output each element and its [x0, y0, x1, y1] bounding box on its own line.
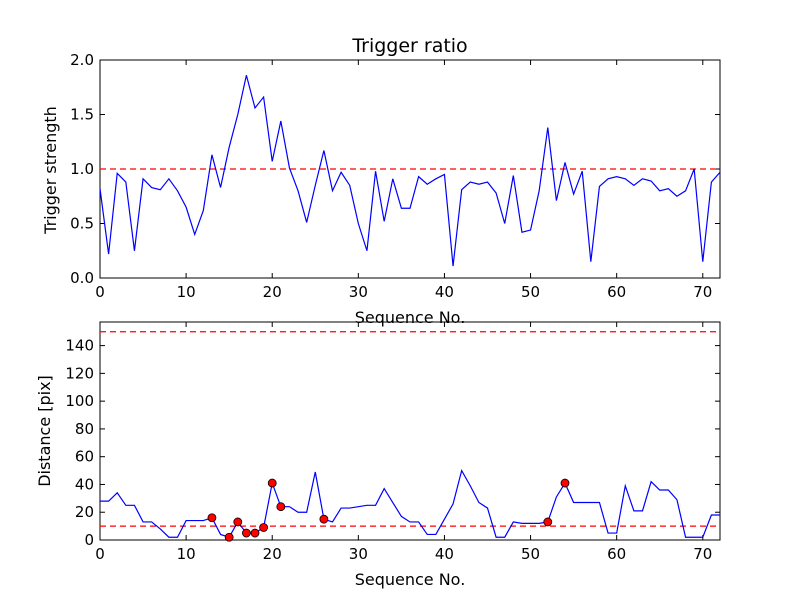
x-tick-label: 0: [95, 283, 105, 301]
y-tick-label: 0: [84, 531, 94, 549]
y-tick-label: 2.0: [70, 51, 94, 69]
y-tick-label: 100: [65, 392, 94, 410]
y-tick-label: 0.0: [70, 269, 94, 287]
data-point-marker: [241, 528, 251, 538]
y-axis-label: Distance [pix]: [35, 375, 54, 487]
trigger-ratio-chart: Trigger ratio Sequence No. Trigger stren…: [41, 35, 721, 327]
distance-chart: Sequence No. Distance [pix] 0 10 20 30 40 50 6…: [35, 321, 721, 589]
x-tick-label: 10: [177, 283, 196, 301]
x-tick-label: 30: [349, 545, 368, 563]
x-tick-label: 0: [95, 545, 105, 563]
y-tick-label: 1.0: [70, 160, 94, 178]
x-tick-label: 20: [263, 283, 282, 301]
data-point-marker: [224, 532, 234, 542]
y-tick-label: 40: [75, 475, 94, 493]
data-point-marker: [267, 478, 277, 488]
y-tick-label: 60: [75, 448, 94, 466]
data-point-marker: [543, 517, 553, 527]
y-tick-label: 20: [75, 503, 94, 521]
x-tick-label: 60: [607, 545, 626, 563]
axes-frame: [99, 321, 721, 541]
x-tick-label: 30: [349, 283, 368, 301]
x-tick-label: 60: [607, 283, 626, 301]
data-point-marker: [560, 478, 570, 488]
x-axis-label: Sequence No.: [355, 308, 466, 327]
series-line: [100, 468, 720, 538]
data-point-marker: [259, 523, 269, 532]
y-axis-label: Trigger strength: [41, 106, 60, 235]
x-axis-label: Sequence No.: [355, 570, 466, 589]
x-tick-label: 20: [263, 545, 282, 563]
y-tick-label: 120: [65, 364, 94, 382]
x-tick-label: 50: [521, 545, 540, 563]
data-point-marker: [233, 517, 243, 527]
data-point-marker: [276, 502, 286, 512]
y-tick-label: 140: [65, 337, 94, 355]
x-tick-label: 40: [435, 545, 454, 563]
chart-title: Trigger ratio: [351, 35, 467, 57]
x-tick-label: 70: [693, 545, 712, 563]
x-tick-label: 70: [693, 283, 712, 301]
y-tick-label: 0.5: [70, 215, 94, 233]
data-point-marker: [250, 528, 260, 538]
x-tick-label: 10: [177, 545, 196, 563]
x-tick-label: 50: [521, 283, 540, 301]
y-tick-label: 80: [75, 420, 94, 438]
x-tick-label: 40: [435, 283, 454, 301]
data-point-marker: [207, 513, 217, 523]
series-line: [99, 75, 721, 267]
data-point-marker: [319, 514, 329, 524]
y-tick-label: 1.5: [70, 106, 94, 124]
